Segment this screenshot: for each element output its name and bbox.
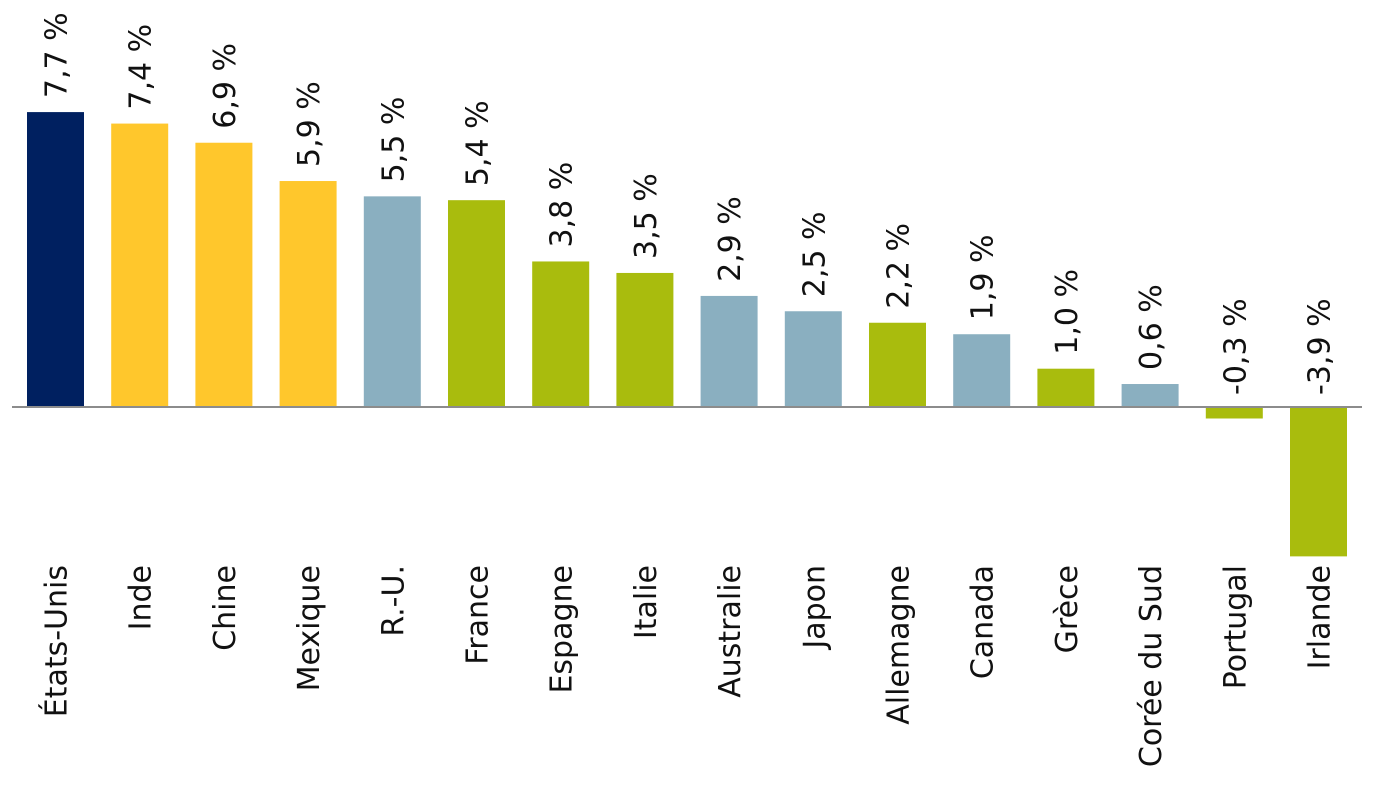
bar [1037,368,1095,407]
value-label: -3,9 % [1303,298,1338,395]
value-labels-group: 7,7 % 7,4 % 6,9 % 5,9 % 5,5 % 5,4 % 3,8 % 3,5 %… [40,12,1338,395]
value-label: -0,3 % [1218,298,1253,395]
category-label: Mexique [292,565,327,691]
bar [700,295,758,407]
category-label: France [461,565,496,665]
value-label: 6,9 % [208,43,243,129]
category-label: Italie [629,565,664,639]
value-label: 2,9 % [713,196,748,282]
category-label: Canada [966,565,1001,679]
value-label: 7,4 % [124,24,159,110]
category-label: Portugal [1218,565,1253,689]
category-label: Grèce [1050,565,1085,653]
value-label: 2,2 % [882,223,917,309]
bar [784,311,842,407]
bar [1290,407,1347,557]
value-label: 1,9 % [966,234,1001,320]
category-label: Irlande [1303,565,1338,669]
value-label: 3,8 % [545,162,580,248]
bar [953,334,1011,407]
bar [616,272,674,407]
category-labels-group: États-Unis Inde Chine Mexique R.-U. France Esp… [39,565,1338,767]
bar [869,322,926,407]
category-label: R.-U. [376,565,411,637]
bar [532,261,590,407]
bar [111,123,169,407]
value-label: 7,7 % [40,12,75,98]
bar [27,112,84,407]
category-label: Chine [208,565,243,651]
category-label: États-Unis [39,565,75,717]
value-label: 5,4 % [461,100,496,186]
bar [195,142,253,408]
category-label: Inde [124,565,159,630]
bar [448,200,505,407]
category-label: Allemagne [882,565,917,725]
category-label: Corée du Sud [1134,565,1169,767]
value-label: 5,9 % [292,81,327,167]
bar [363,196,421,407]
value-label: 1,0 % [1050,269,1085,355]
category-label: Espagne [545,565,580,694]
bar [279,181,337,407]
value-label: 3,5 % [629,173,664,259]
value-label: 2,5 % [797,211,832,297]
bar [1121,384,1179,407]
category-label: Australie [713,565,748,698]
value-label: 5,5 % [376,97,411,183]
bar [1205,407,1263,419]
value-label: 0,6 % [1134,284,1169,370]
bars-group [27,112,1347,557]
category-label: Japon [797,565,832,651]
